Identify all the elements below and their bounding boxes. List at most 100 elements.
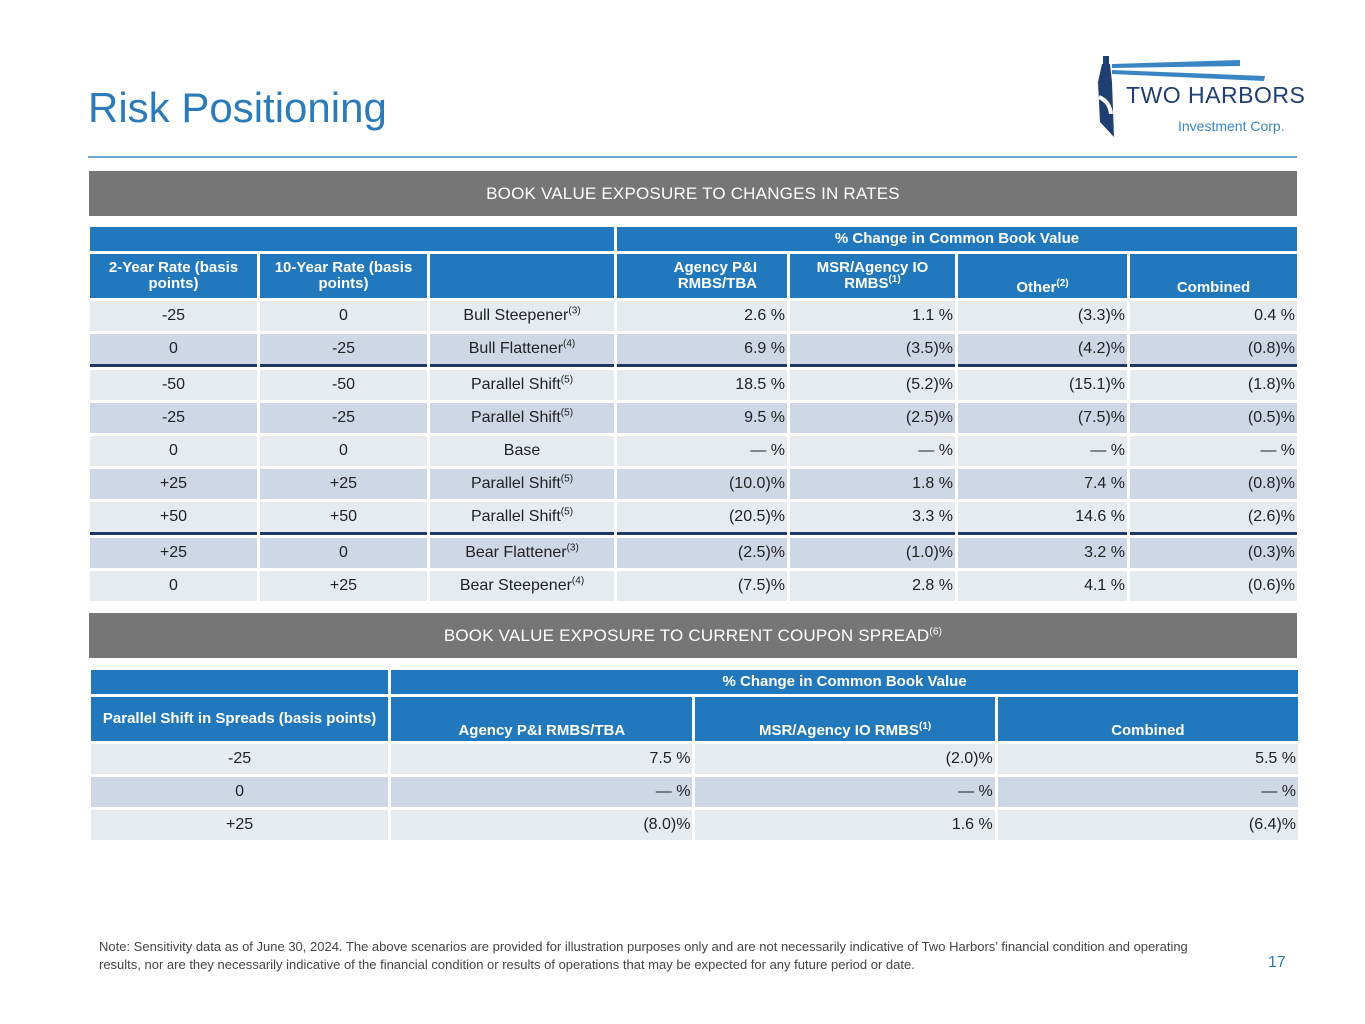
cell-agency: (20.5)% [617,502,787,535]
section-band-rates: BOOK VALUE EXPOSURE TO CHANGES IN RATES [89,171,1297,216]
logo-name: TWO HARBORS [1126,82,1306,108]
cell-2yr: 0 [90,334,257,367]
lighthouse-icon [1098,56,1265,137]
cell-2yr: +25 [90,538,257,568]
cell-scenario: Bear Flattener(3) [430,538,614,568]
table-row: 0 0 Base — % — % — % — % [90,436,1297,466]
cell-other: (15.1)% [958,370,1127,400]
cell-2yr: 0 [90,571,257,601]
cell-other: 3.2 % [958,538,1127,568]
col-combined: Combined [1130,254,1297,298]
cell-scenario: Parallel Shift(5) [430,469,614,499]
cell-msr: 3.3 % [790,502,955,535]
cell-10yr: +25 [260,469,427,499]
blank-header [91,670,389,694]
cell-10yr: -25 [260,403,427,433]
cell-other: 4.1 % [958,571,1127,601]
table-row: +25 +25 Parallel Shift(5) (10.0)% 1.8 % … [90,469,1297,499]
col-msr: MSR/Agency IO RMBS(1) [790,254,955,298]
cell-scenario: Parallel Shift(5) [430,370,614,400]
cell-msr: (2.0)% [695,744,995,774]
cell-10yr: +50 [260,502,427,535]
cell-scenario: Base [430,436,614,466]
blank-header [90,227,614,251]
cell-10yr: -50 [260,370,427,400]
section-band-spread: BOOK VALUE EXPOSURE TO CURRENT COUPON SP… [89,613,1297,658]
rates-table: % Change in Common Book Value 2-Year Rat… [87,224,1300,604]
cell-other: (3.3)% [958,301,1127,331]
cell-2yr: -25 [90,301,257,331]
cell-combined: (0.6)% [1130,571,1297,601]
cell-agency: (2.5)% [617,538,787,568]
cell-msr: 2.8 % [790,571,955,601]
cell-combined: (6.4)% [997,810,1298,840]
cell-agency: (8.0)% [391,810,693,840]
cell-10yr: 0 [260,538,427,568]
group-header: % Change in Common Book Value [617,227,1297,251]
cell-agency: 18.5 % [617,370,787,400]
cell-shift: +25 [91,810,389,840]
cell-2yr: 0 [90,436,257,466]
cell-shift: 0 [91,777,389,807]
cell-combined: — % [997,777,1298,807]
col-agency: Agency P&I RMBS/TBA [617,254,787,298]
page-number: 17 [1268,954,1286,971]
cell-combined: 5.5 % [997,744,1298,774]
cell-other: — % [958,436,1127,466]
cell-msr: (1.0)% [790,538,955,568]
cell-combined: (0.8)% [1130,334,1297,367]
cell-agency: 9.5 % [617,403,787,433]
cell-agency: 6.9 % [617,334,787,367]
group-header: % Change in Common Book Value [391,670,1298,694]
col-msr: MSR/Agency IO RMBS(1) [695,697,995,741]
cell-10yr: 0 [260,301,427,331]
cell-other: 14.6 % [958,502,1127,535]
footnote: Note: Sensitivity data as of June 30, 20… [99,939,1188,972]
table-row: +50 +50 Parallel Shift(5) (20.5)% 3.3 % … [90,502,1297,535]
table-row: -25 -25 Parallel Shift(5) 9.5 % (2.5)% (… [90,403,1297,433]
table-row: 0 -25 Bull Flattener(4) 6.9 % (3.5)% (4.… [90,334,1297,367]
cell-agency: — % [617,436,787,466]
col-scenario [430,254,614,298]
cell-msr: (2.5)% [790,403,955,433]
cell-10yr: -25 [260,334,427,367]
cell-10yr: +25 [260,571,427,601]
cell-scenario: Bull Steepener(3) [430,301,614,331]
cell-agency: 7.5 % [391,744,693,774]
cell-msr: 1.6 % [695,810,995,840]
cell-shift: -25 [91,744,389,774]
cell-scenario: Bull Flattener(4) [430,334,614,367]
cell-combined: (0.5)% [1130,403,1297,433]
cell-combined: (0.8)% [1130,469,1297,499]
cell-other: (7.5)% [958,403,1127,433]
cell-msr: (5.2)% [790,370,955,400]
cell-agency: — % [391,777,693,807]
table-row: 0 +25 Bear Steepener(4) (7.5)% 2.8 % 4.1… [90,571,1297,601]
company-logo: TWO HARBORS Investment Corp. [1080,52,1305,142]
cell-scenario: Parallel Shift(5) [430,502,614,535]
cell-combined: (0.3)% [1130,538,1297,568]
cell-agency: 2.6 % [617,301,787,331]
cell-2yr: +25 [90,469,257,499]
cell-2yr: -25 [90,403,257,433]
cell-msr: — % [695,777,995,807]
cell-2yr: -50 [90,370,257,400]
cell-msr: — % [790,436,955,466]
page-title: Risk Positioning [88,84,387,131]
cell-msr: 1.8 % [790,469,955,499]
spread-table: % Change in Common Book Value Parallel S… [88,667,1301,843]
col-agency: Agency P&I RMBS/TBA [391,697,693,741]
cell-10yr: 0 [260,436,427,466]
cell-other: 7.4 % [958,469,1127,499]
cell-msr: 1.1 % [790,301,955,331]
table-row: +25 (8.0)% 1.6 % (6.4)% [91,810,1298,840]
title-divider [88,156,1297,158]
cell-agency: (7.5)% [617,571,787,601]
cell-scenario: Bear Steepener(4) [430,571,614,601]
table-row: -25 0 Bull Steepener(3) 2.6 % 1.1 % (3.3… [90,301,1297,331]
table-row: 0 — % — % — % [91,777,1298,807]
cell-2yr: +50 [90,502,257,535]
table-row: +25 0 Bear Flattener(3) (2.5)% (1.0)% 3.… [90,538,1297,568]
cell-combined: (1.8)% [1130,370,1297,400]
